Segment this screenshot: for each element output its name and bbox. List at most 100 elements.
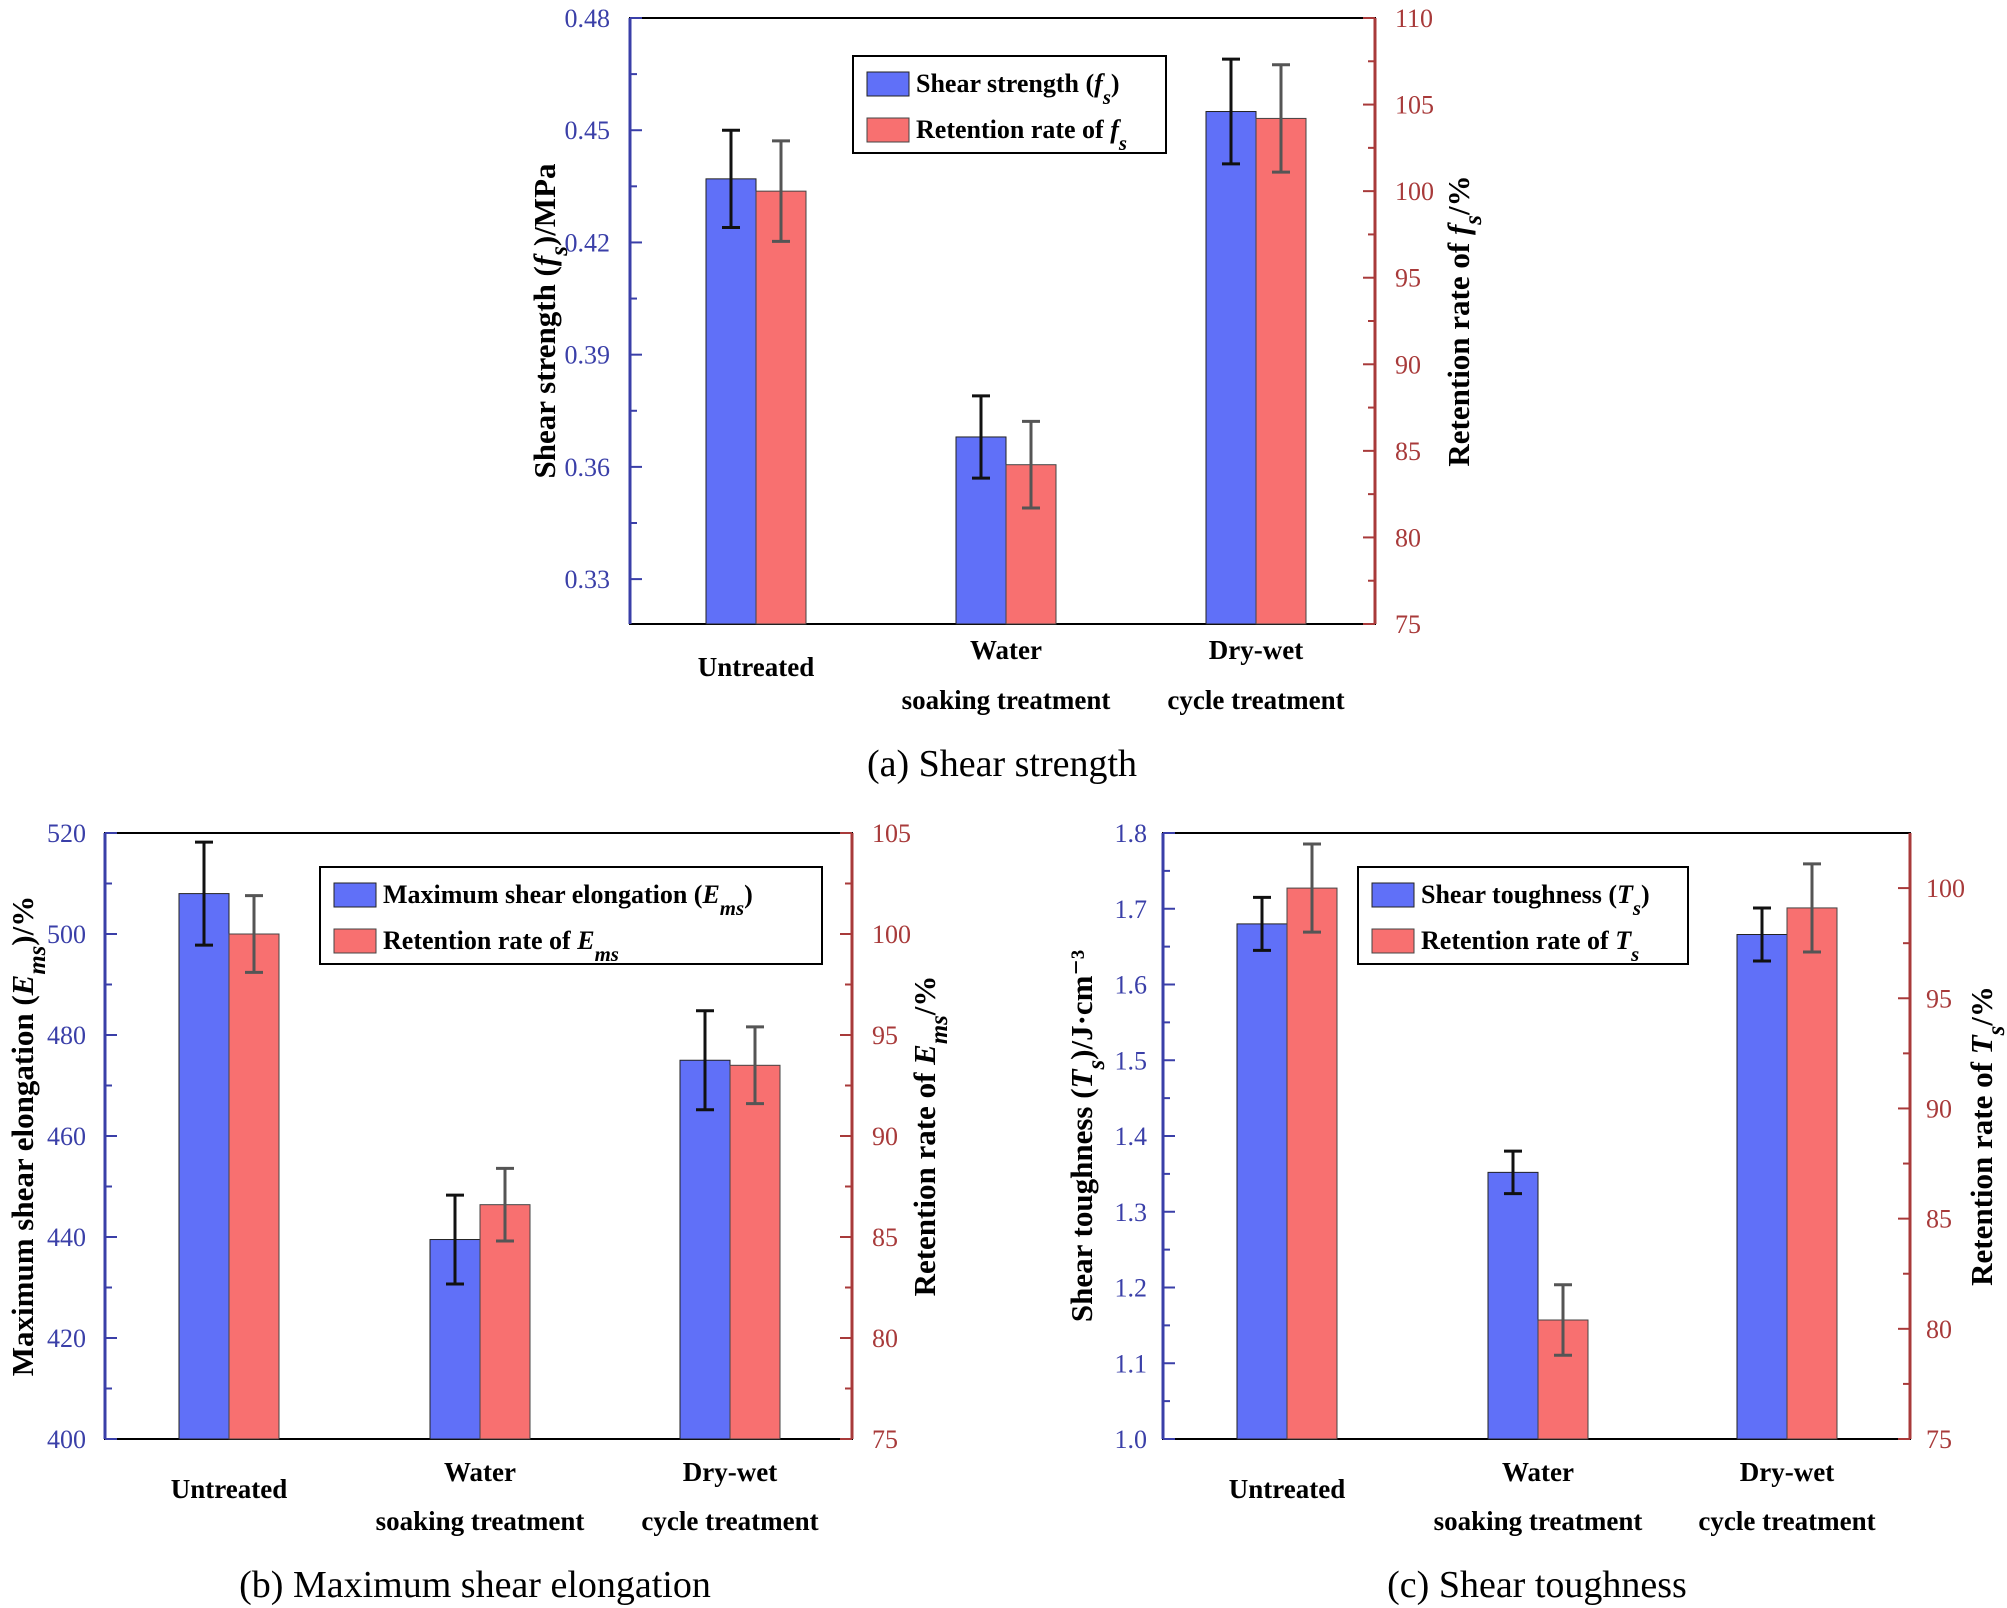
bar-right-series — [1786, 907, 1838, 1440]
left-tick-label: 420 — [47, 1324, 86, 1353]
bar-left-series — [705, 178, 757, 625]
legend: Shear toughness (Ts) Retention rate of Ts — [1357, 866, 1689, 966]
right-axis-title: Retention rate of fs/% — [1441, 175, 1487, 466]
left-tick-label: 0.39 — [565, 341, 611, 370]
left-tick-label: 0.45 — [565, 116, 611, 145]
right-tick-label: 95 — [872, 1021, 898, 1050]
category-label: soaking treatment — [376, 1506, 585, 1536]
category-label: Water — [444, 1457, 516, 1487]
left-tick-label: 1.8 — [1115, 819, 1148, 848]
bar-right-series — [1537, 1319, 1589, 1440]
right-tick-label: 75 — [872, 1425, 898, 1454]
left-tick-label: 0.48 — [565, 4, 611, 33]
category-label: cycle treatment — [1698, 1506, 1875, 1536]
bar-left-series — [1236, 923, 1288, 1440]
left-tick-label: 1.0 — [1115, 1425, 1148, 1454]
left-tick-label: 1.1 — [1115, 1349, 1148, 1378]
legend-swatch-right — [866, 117, 910, 143]
left-tick-label: 0.33 — [565, 565, 611, 594]
left-axis-title: Shear strength (fs)/MPa — [527, 163, 573, 479]
legend-swatch-left — [866, 71, 910, 97]
right-tick-label: 80 — [1926, 1315, 1952, 1344]
left-tick-label: 500 — [47, 920, 86, 949]
right-tick-label: 80 — [872, 1324, 898, 1353]
bar-left-series — [1487, 1171, 1539, 1440]
left-tick-label: 1.4 — [1115, 1122, 1148, 1151]
category-label: Dry-wet — [683, 1457, 777, 1487]
category-label: Untreated — [698, 652, 814, 682]
right-tick-label: 90 — [1926, 1094, 1952, 1123]
legend-label-left: Shear toughness (Ts) — [1421, 880, 1650, 920]
category-label: Water — [1502, 1457, 1574, 1487]
left-tick-label: 1.6 — [1115, 971, 1148, 1000]
left-tick-label: 1.5 — [1115, 1046, 1148, 1075]
right-tick-label: 90 — [872, 1122, 898, 1151]
left-tick-label: 400 — [47, 1425, 86, 1454]
category-label: Untreated — [1229, 1474, 1345, 1504]
panel-caption: (c) Shear toughness — [1387, 1564, 1687, 1606]
left-axis-title: Shear toughness (Ts)/J·cm⁻³ — [1064, 950, 1110, 1322]
right-tick-label: 85 — [872, 1223, 898, 1252]
left-tick-label: 0.36 — [565, 453, 611, 482]
right-axis-title: Retention rate of Ts/% — [1964, 986, 2007, 1286]
right-tick-label: 75 — [1395, 610, 1421, 639]
right-tick-label: 85 — [1926, 1205, 1952, 1234]
panel-b-maximum-shear-elongation: 400 420 440 460 480 500 520 75 80 85 90 95 100 105 Unt… — [5, 819, 953, 1606]
legend-label-right: Retention rate of Ts — [1421, 926, 1639, 966]
panel-c-shear-toughness: 1.0 1.1 1.2 1.3 1.4 1.5 1.6 1.7 1.8 75 80 85 90 95 100… — [1064, 819, 2007, 1606]
bar-right-series — [755, 190, 807, 625]
category-label: cycle treatment — [1167, 685, 1344, 715]
right-tick-label: 100 — [1926, 874, 1965, 903]
right-tick-label: 110 — [1395, 4, 1433, 33]
right-tick-label: 85 — [1395, 437, 1421, 466]
bar-left-series — [1736, 934, 1788, 1440]
right-tick-label: 100 — [872, 920, 911, 949]
right-tick-label: 105 — [872, 819, 911, 848]
legend-swatch-left — [1371, 882, 1415, 908]
panel-caption: (a) Shear strength — [867, 743, 1137, 785]
panel-a-shear-strength: 0.33 0.36 0.39 0.42 0.45 0.48 75 80 85 90 95 100 105… — [527, 4, 1487, 785]
left-tick-label: 0.42 — [565, 228, 611, 257]
bar-right-series — [228, 933, 280, 1440]
legend-label-right: Retention rate of Ems — [383, 926, 619, 966]
category-label: soaking treatment — [902, 685, 1111, 715]
category-label: cycle treatment — [641, 1506, 818, 1536]
bar-right-series — [479, 1204, 531, 1440]
category-label: Water — [970, 635, 1042, 665]
legend-label-left: Maximum shear elongation (Ems) — [383, 880, 753, 920]
right-tick-label: 75 — [1926, 1425, 1952, 1454]
left-tick-label: 520 — [47, 819, 86, 848]
category-label: soaking treatment — [1434, 1506, 1643, 1536]
right-tick-label: 100 — [1395, 177, 1434, 206]
left-tick-label: 480 — [47, 1021, 86, 1050]
right-tick-label: 95 — [1395, 264, 1421, 293]
left-axis-title: Maximum shear elongation (Ems)/% — [5, 896, 51, 1376]
right-tick-label: 105 — [1395, 91, 1434, 120]
legend: Shear strength (fs) Retention rate of fs — [852, 55, 1167, 155]
right-axis-title: Retention rate of Ems/% — [907, 976, 953, 1297]
left-tick-label: 1.2 — [1115, 1274, 1148, 1303]
legend-swatch-right — [1371, 928, 1415, 954]
category-label: Dry-wet — [1209, 635, 1303, 665]
panel-caption: (b) Maximum shear elongation — [239, 1564, 711, 1606]
right-tick-label: 95 — [1926, 984, 1952, 1013]
legend-swatch-right — [333, 928, 377, 954]
bar-left-series — [679, 1059, 731, 1440]
category-label: Dry-wet — [1740, 1457, 1834, 1487]
bar-right-series — [1255, 117, 1307, 625]
legend-label-left: Shear strength (fs) — [916, 69, 1120, 109]
legend-label-right: Retention rate of fs — [916, 115, 1127, 155]
bar-right-series — [1286, 887, 1338, 1440]
bar-left-series — [178, 893, 230, 1440]
left-tick-label: 1.3 — [1115, 1198, 1148, 1227]
right-tick-label: 80 — [1395, 523, 1421, 552]
right-tick-label: 90 — [1395, 350, 1421, 379]
left-tick-label: 440 — [47, 1223, 86, 1252]
legend-box — [319, 866, 823, 965]
bar-left-series — [1205, 111, 1257, 625]
legend: Maximum shear elongation (Ems) Retention … — [319, 866, 823, 966]
category-label: Untreated — [171, 1474, 287, 1504]
legend-swatch-left — [333, 882, 377, 908]
left-tick-label: 460 — [47, 1122, 86, 1151]
